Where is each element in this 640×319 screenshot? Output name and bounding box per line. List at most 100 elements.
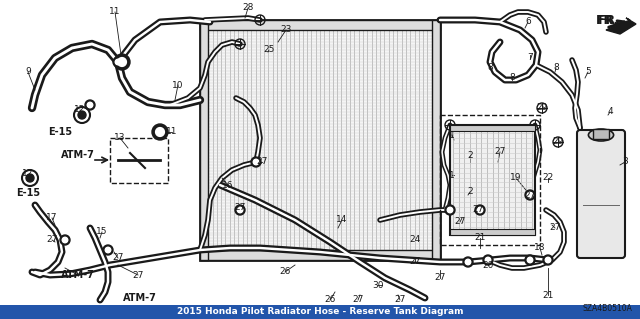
Text: 12: 12 <box>74 106 86 115</box>
Text: 27: 27 <box>234 204 246 212</box>
Bar <box>440 115 540 245</box>
Circle shape <box>543 255 553 265</box>
Text: 27: 27 <box>132 271 144 279</box>
Text: 14: 14 <box>336 216 348 225</box>
Text: 29: 29 <box>552 137 564 146</box>
Text: 26: 26 <box>324 295 336 305</box>
Text: 25: 25 <box>263 46 275 55</box>
Text: 17: 17 <box>46 213 58 222</box>
Circle shape <box>60 235 70 245</box>
Bar <box>450 125 535 235</box>
Circle shape <box>118 58 127 66</box>
Text: 27: 27 <box>112 254 124 263</box>
Text: 2: 2 <box>467 188 473 197</box>
Circle shape <box>525 190 535 200</box>
Text: 3: 3 <box>622 158 628 167</box>
Bar <box>200 250 440 260</box>
Text: 30: 30 <box>372 280 384 290</box>
Circle shape <box>483 255 493 265</box>
Text: 11: 11 <box>166 128 178 137</box>
Circle shape <box>477 207 483 213</box>
Text: 2: 2 <box>467 151 473 160</box>
Bar <box>200 20 440 30</box>
Text: ATM-7: ATM-7 <box>61 150 95 160</box>
Circle shape <box>465 259 471 265</box>
Text: 27: 27 <box>352 295 364 305</box>
Text: 6: 6 <box>525 18 531 26</box>
Circle shape <box>485 257 491 263</box>
Text: 27: 27 <box>435 273 445 283</box>
Circle shape <box>152 124 168 140</box>
Text: 21: 21 <box>542 291 554 300</box>
Text: 2015 Honda Pilot Radiator Hose - Reserve Tank Diagram: 2015 Honda Pilot Radiator Hose - Reserve… <box>177 308 463 316</box>
Text: 15: 15 <box>96 227 108 236</box>
Text: 18: 18 <box>534 243 546 253</box>
Text: 19: 19 <box>510 174 522 182</box>
Circle shape <box>62 237 68 243</box>
Bar <box>432 20 440 260</box>
Circle shape <box>85 100 95 110</box>
Text: 20: 20 <box>483 261 493 270</box>
Text: 29: 29 <box>536 103 548 113</box>
Circle shape <box>545 257 551 263</box>
Text: 26: 26 <box>279 268 291 277</box>
Text: 27: 27 <box>454 218 466 226</box>
Text: 27: 27 <box>549 224 561 233</box>
Text: 11: 11 <box>109 8 121 17</box>
Circle shape <box>251 157 261 167</box>
Circle shape <box>447 207 452 213</box>
Text: 12: 12 <box>22 168 34 177</box>
Text: 9: 9 <box>25 68 31 77</box>
Text: E-15: E-15 <box>48 127 72 137</box>
Circle shape <box>527 192 532 198</box>
Bar <box>450 125 535 131</box>
Circle shape <box>78 111 86 119</box>
Circle shape <box>463 257 473 267</box>
Bar <box>200 20 208 260</box>
Text: 22: 22 <box>542 174 554 182</box>
Bar <box>0 305 640 319</box>
Text: ATM-7: ATM-7 <box>123 293 157 303</box>
Circle shape <box>157 129 163 135</box>
Text: 27: 27 <box>410 257 420 266</box>
Text: 27: 27 <box>494 147 506 157</box>
Text: 8: 8 <box>553 63 559 72</box>
Bar <box>593 129 609 139</box>
Text: 27: 27 <box>46 235 58 244</box>
Text: 21: 21 <box>474 234 486 242</box>
Circle shape <box>445 205 455 215</box>
Circle shape <box>103 245 113 255</box>
Text: 27: 27 <box>256 158 268 167</box>
Circle shape <box>237 207 243 213</box>
Circle shape <box>253 159 259 165</box>
Bar <box>110 138 168 183</box>
Text: 5: 5 <box>585 68 591 77</box>
Bar <box>450 229 535 235</box>
Text: 28: 28 <box>243 4 253 12</box>
Circle shape <box>105 247 111 253</box>
Text: 1: 1 <box>449 170 455 180</box>
Circle shape <box>235 205 245 215</box>
Text: ATM-7: ATM-7 <box>61 270 95 280</box>
Circle shape <box>113 57 123 67</box>
Text: 8: 8 <box>509 73 515 83</box>
Text: 7: 7 <box>527 54 533 63</box>
Circle shape <box>527 257 532 263</box>
Text: 27: 27 <box>524 190 536 199</box>
Text: SZA4B0510A: SZA4B0510A <box>582 304 632 313</box>
Text: FR.: FR. <box>598 14 621 27</box>
Circle shape <box>475 205 485 215</box>
Text: FR.: FR. <box>596 14 619 27</box>
Text: 16: 16 <box>222 181 234 189</box>
Circle shape <box>87 102 93 108</box>
Circle shape <box>525 255 535 265</box>
Text: 13: 13 <box>115 133 125 143</box>
Polygon shape <box>606 18 636 34</box>
Circle shape <box>156 128 164 137</box>
Text: E-15: E-15 <box>16 188 40 198</box>
Circle shape <box>115 59 121 65</box>
FancyBboxPatch shape <box>577 130 625 258</box>
Text: 27: 27 <box>472 205 484 214</box>
Text: 24: 24 <box>410 235 420 244</box>
Text: 10: 10 <box>172 80 184 90</box>
